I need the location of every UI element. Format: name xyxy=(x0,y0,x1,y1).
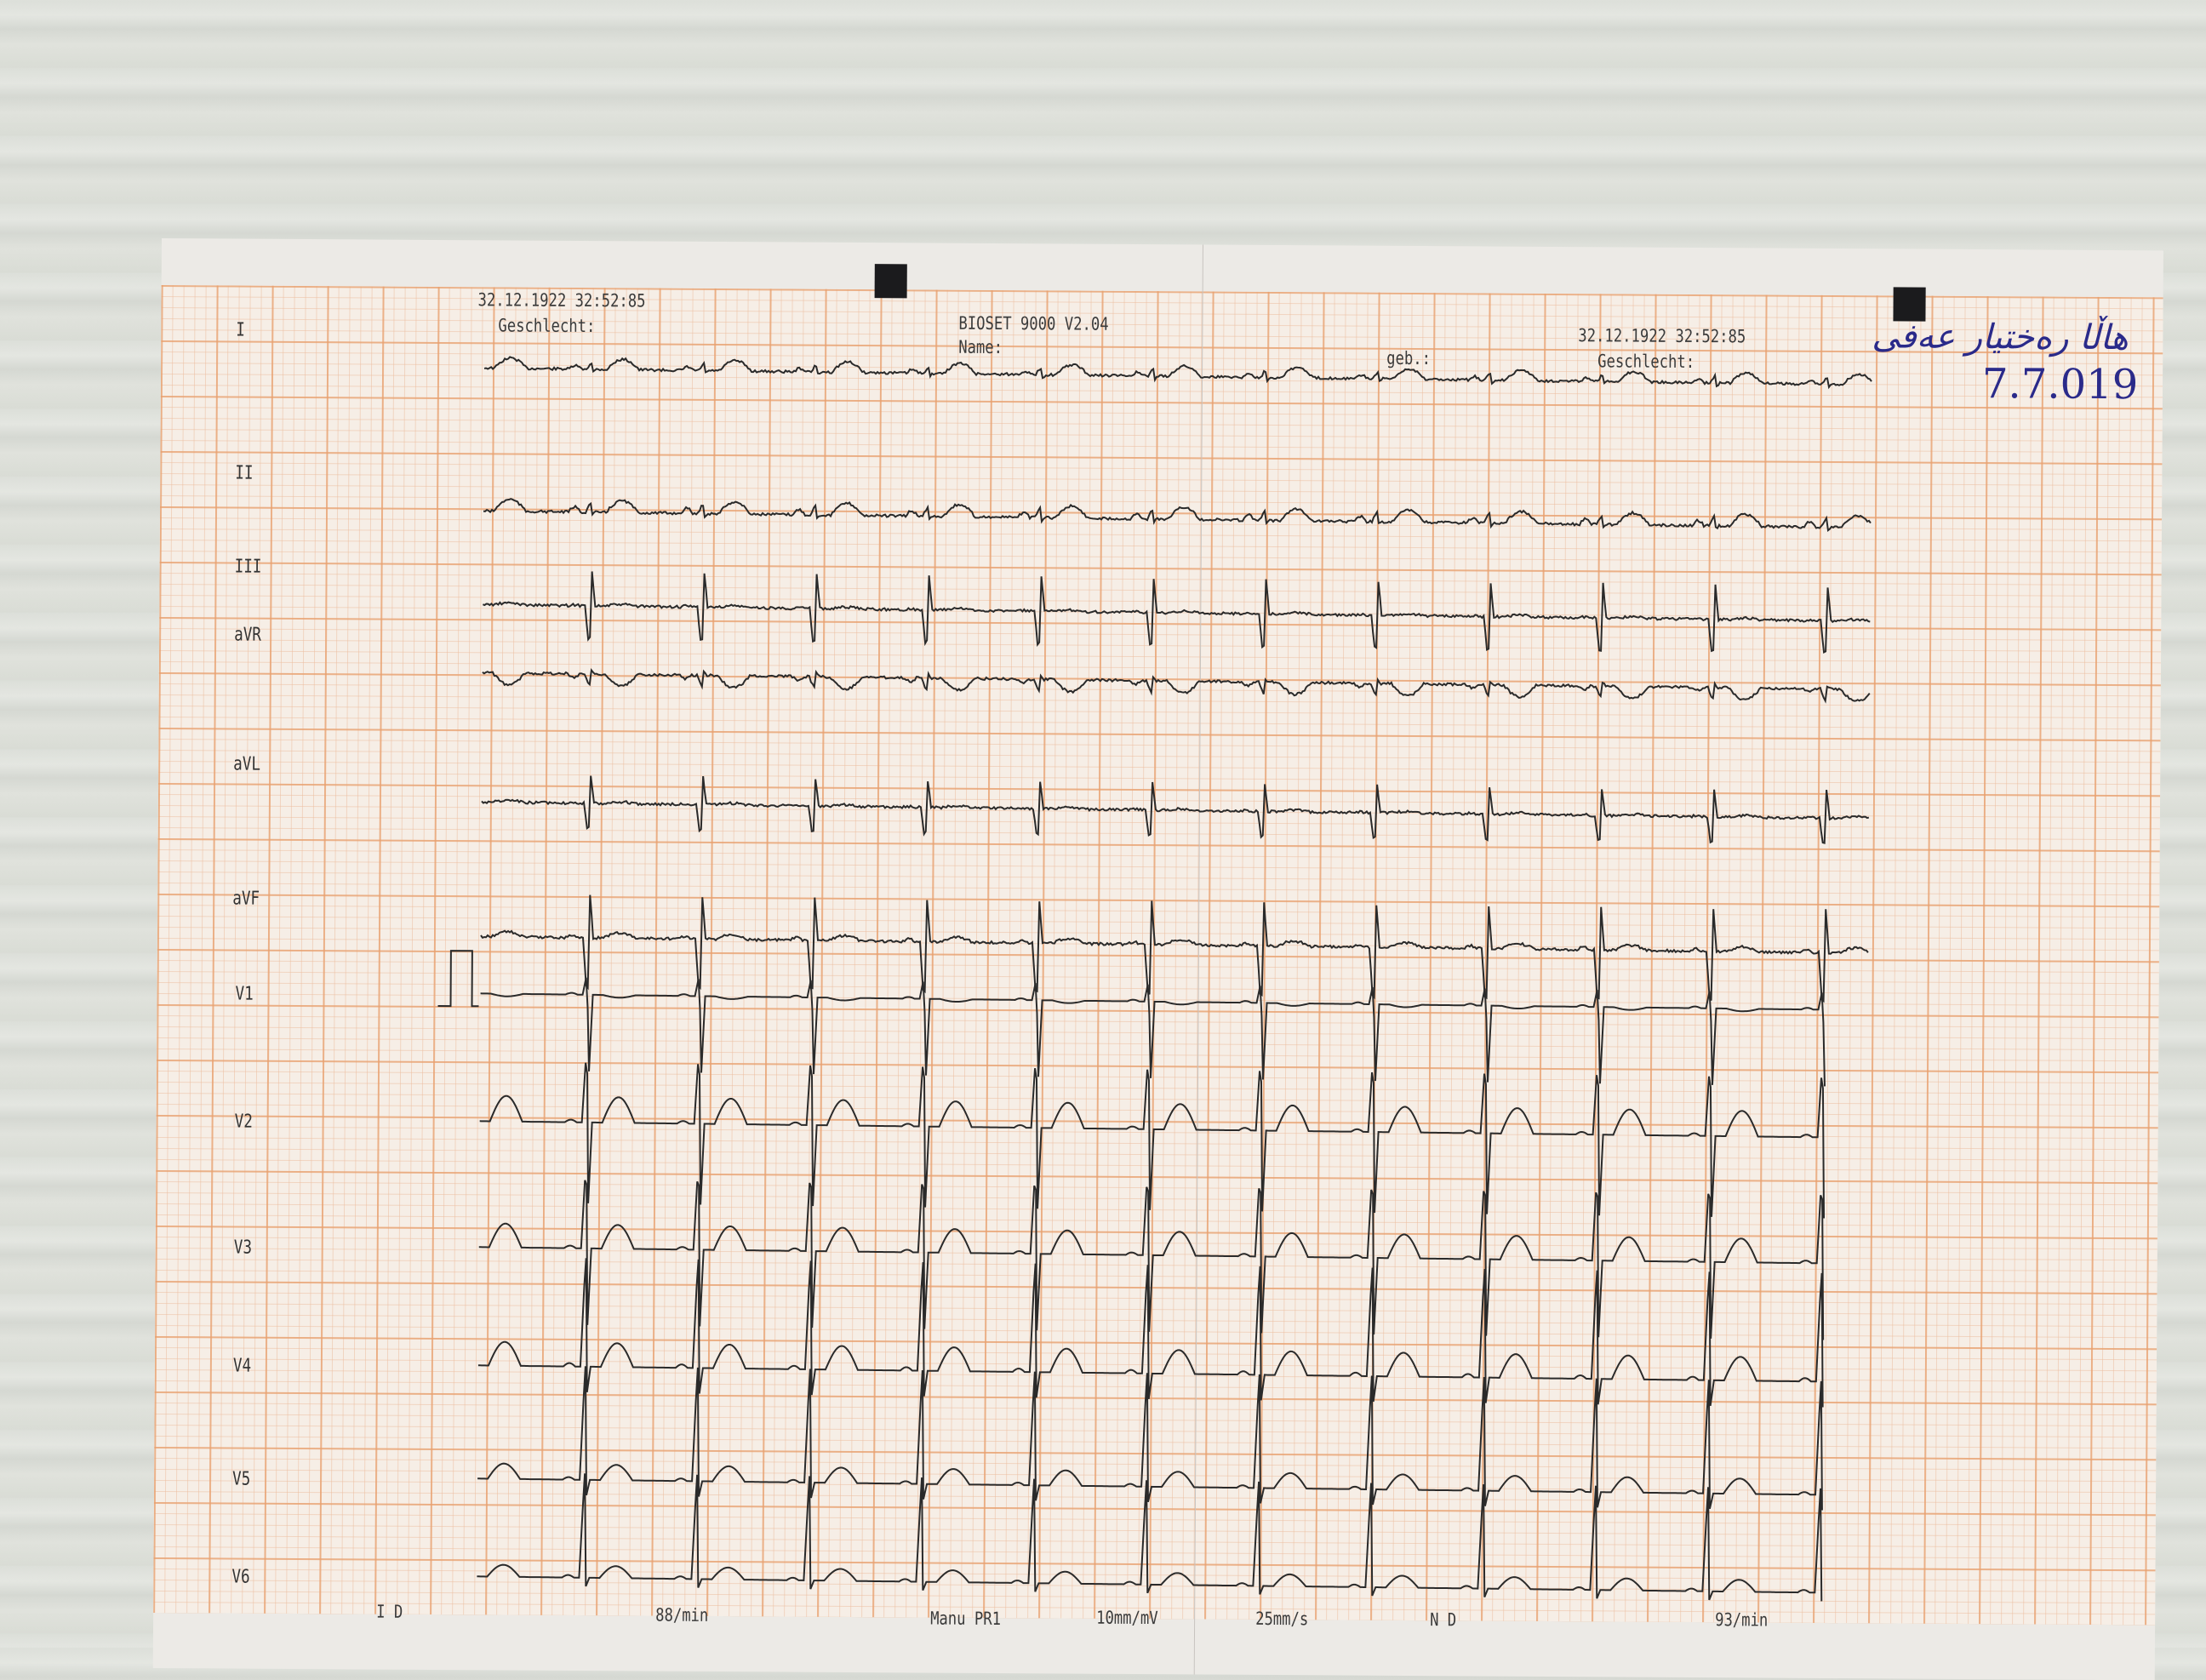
footer-rate-left: 88/min xyxy=(655,1604,709,1626)
footer-mode: I D xyxy=(376,1601,403,1622)
ecg-trace-v3 xyxy=(478,1180,1825,1340)
footer-rate-right: 93/min xyxy=(1715,1609,1769,1631)
ecg-paper: 32.12.1922 32:52:85 Geschlecht: BIOSET 9… xyxy=(152,238,2163,1680)
ecg-trace-i xyxy=(483,356,1872,390)
ecg-trace-avf xyxy=(480,894,1869,1003)
footer-filter: N D xyxy=(1430,1609,1457,1631)
ecg-trace-v6 xyxy=(477,1473,1823,1602)
ecg-trace-v1 xyxy=(480,977,1826,1087)
ecg-trace-iii xyxy=(483,571,1871,654)
ecg-trace-avl xyxy=(481,775,1870,844)
footer-gain: 10mm/mV xyxy=(1096,1607,1158,1629)
ecg-trace-v5 xyxy=(477,1366,1823,1511)
ecg-trace-ii xyxy=(483,498,1872,533)
footer-program: Manu PR1 xyxy=(930,1608,1002,1630)
ecg-trace-v2 xyxy=(479,1062,1826,1219)
ecg-traces xyxy=(437,356,1872,1602)
ecg-trace-v4 xyxy=(477,1258,1824,1408)
ecg-trace-avr xyxy=(482,668,1871,704)
footer-speed: 25mm/s xyxy=(1255,1608,1309,1630)
calibration-pulse xyxy=(437,950,479,1008)
